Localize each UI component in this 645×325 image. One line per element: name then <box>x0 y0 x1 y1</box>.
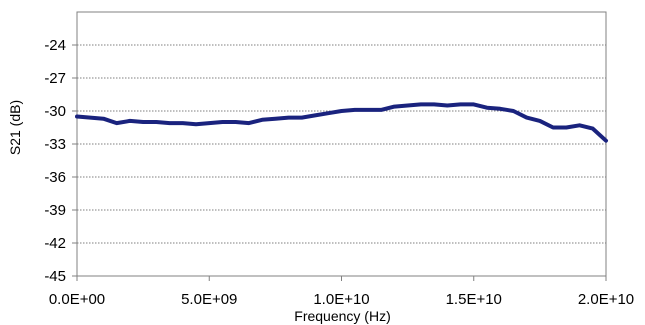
x-axis-title: Frequency (Hz) <box>294 308 390 324</box>
y-tick-label: -30 <box>44 103 66 120</box>
y-tick-label: -45 <box>44 268 66 285</box>
y-tick-label: -39 <box>44 202 66 219</box>
x-tick-label: 1.5E+10 <box>446 291 502 308</box>
x-axis-ticks: 0.0E+00 5.0E+09 1.0E+10 1.5E+10 2.0E+10 <box>49 276 634 308</box>
y-tick-label: -42 <box>44 235 66 252</box>
gridlines <box>77 44 606 244</box>
y-tick-label: -36 <box>44 169 66 186</box>
y-tick-label: -24 <box>44 37 66 54</box>
x-tick-label: 0.0E+00 <box>49 291 105 308</box>
y-tick-label: -33 <box>44 136 66 153</box>
y-axis-title: S21 (dB) <box>7 100 23 155</box>
series-line-s21 <box>75 102 608 143</box>
x-tick-label: 5.0E+09 <box>181 291 237 308</box>
y-tick-label: -27 <box>44 70 66 87</box>
x-tick-label: 1.0E+10 <box>313 291 369 308</box>
y-axis-ticks: -24 -27 -30 -33 -36 -39 -42 -45 <box>44 37 77 285</box>
x-tick-label: 2.0E+10 <box>578 291 634 308</box>
